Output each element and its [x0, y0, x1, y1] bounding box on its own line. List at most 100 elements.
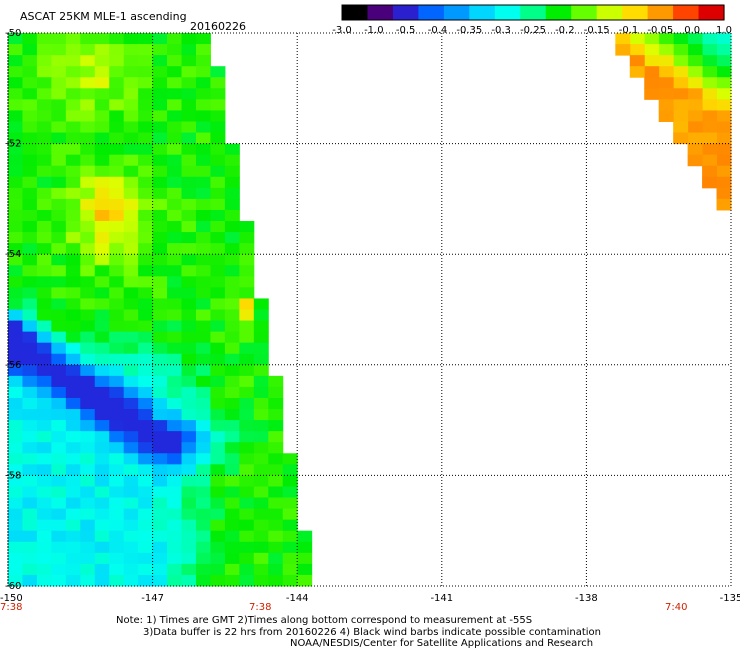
swath-cell	[210, 386, 226, 399]
swath-cell	[167, 110, 183, 122]
swath-cell	[123, 486, 139, 499]
swath-cell	[109, 364, 125, 377]
swath-cell	[65, 88, 81, 100]
swath-cell	[22, 254, 38, 266]
swath-cell	[644, 77, 660, 89]
swath-cell	[138, 165, 154, 178]
swath-cell	[94, 530, 110, 543]
swath-cell	[22, 397, 38, 410]
swath-cell	[109, 154, 125, 167]
swath-cell	[80, 187, 96, 200]
swath-cell	[80, 420, 96, 432]
swath-cell	[36, 276, 52, 288]
swath-cell	[152, 176, 168, 189]
swath-cell	[167, 331, 183, 344]
swath-cell	[8, 541, 23, 554]
swath-cell	[94, 221, 110, 233]
swath-cell	[94, 209, 110, 222]
swath-cell	[167, 541, 183, 554]
swath-cell	[138, 342, 154, 355]
swath-cell	[22, 132, 38, 145]
swath-cell	[36, 88, 52, 100]
swath-cell	[8, 409, 23, 421]
swath-cell	[22, 375, 38, 388]
swath-cell	[167, 530, 183, 543]
colorbar-segment	[443, 5, 470, 20]
swath-cell	[94, 254, 110, 266]
swath-cell	[109, 187, 125, 200]
swath-cell	[94, 442, 110, 454]
swath-cell	[109, 143, 125, 156]
swath-cell	[297, 574, 313, 587]
colorbar-tick-label: 0.0	[684, 25, 700, 36]
swath-cell	[22, 309, 38, 322]
swath-cell	[181, 342, 197, 355]
swath-cell	[22, 552, 38, 565]
swath-cell	[8, 165, 23, 178]
swath-cell	[181, 143, 197, 156]
swath-cell	[181, 55, 197, 67]
swath-cell	[673, 88, 689, 100]
swath-cell	[138, 475, 154, 487]
swath-cell	[224, 552, 240, 565]
swath-cell	[8, 55, 23, 67]
swath-cell	[224, 243, 240, 255]
swath-cell	[167, 475, 183, 487]
swath-cell	[268, 431, 284, 443]
swath-cell	[65, 276, 81, 288]
swath-cell	[51, 309, 67, 322]
swath-cell	[36, 331, 52, 344]
swath-cell	[51, 552, 67, 565]
swath-cell	[80, 232, 96, 244]
swath-cell	[210, 309, 226, 322]
swath-cell	[239, 563, 255, 576]
swath-cell	[8, 143, 23, 156]
swath-cell	[80, 265, 96, 277]
swath-cell	[239, 309, 255, 322]
swath-cell	[152, 209, 168, 222]
swath-cell	[123, 397, 139, 410]
swath-cell	[94, 99, 110, 111]
swath-cell	[282, 552, 298, 565]
swath-cell	[181, 375, 197, 388]
swath-cell	[224, 143, 240, 156]
swath-cell	[195, 486, 211, 499]
swath-cell	[152, 552, 168, 565]
swath-cell	[224, 320, 240, 333]
swath-cell	[65, 143, 81, 156]
swath-cell	[109, 442, 125, 454]
swath-cell	[65, 243, 81, 255]
colorbar-segment	[469, 5, 496, 20]
swath-cell	[123, 165, 139, 178]
swath-cell	[687, 121, 703, 134]
swath-cell	[181, 475, 197, 487]
swath-cell	[253, 353, 269, 366]
swath-cell	[22, 574, 38, 587]
swath-cell	[36, 442, 52, 454]
swath-cell	[687, 77, 703, 89]
colorbar-segment	[596, 5, 623, 20]
swath-cell	[195, 154, 211, 167]
swath-cell	[8, 420, 23, 432]
swath-cell	[51, 453, 67, 465]
colorbar-tick-label: -0.05	[647, 25, 673, 36]
swath-cell	[65, 530, 81, 543]
swath-cell	[8, 121, 23, 134]
swath-cell	[224, 420, 240, 432]
swath-cell	[658, 88, 674, 100]
swath-cell	[123, 420, 139, 432]
swath-cell	[210, 77, 226, 89]
swath-cell	[181, 486, 197, 499]
colorbar-tick-label: -0.15	[584, 25, 610, 36]
swath-cell	[123, 331, 139, 344]
swath-cell	[195, 574, 211, 587]
swath-cell	[181, 287, 197, 299]
swath-cell	[109, 475, 125, 487]
swath-cell	[167, 375, 183, 388]
swath-cell	[22, 541, 38, 554]
swath-cell	[282, 497, 298, 510]
swath-cell	[152, 486, 168, 499]
swath-cell	[80, 77, 96, 89]
swath-cell	[687, 88, 703, 100]
swath-cell	[138, 88, 154, 100]
